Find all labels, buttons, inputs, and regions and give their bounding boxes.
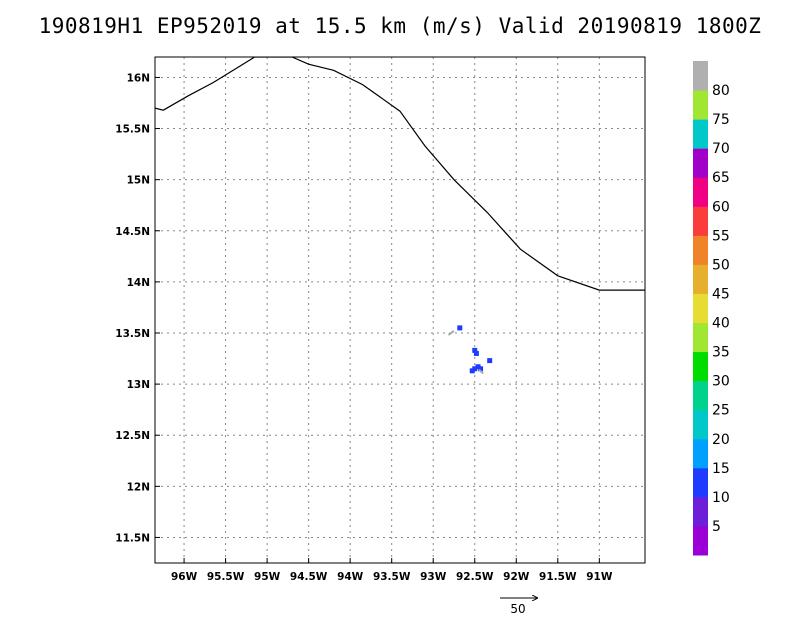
longitude-axis: 96W 95.5W 95W 94.5W 94W 93.5W 93W 92.5W 92W 91.5W… [171,558,613,583]
x-tick-label: 96W [171,571,198,583]
colorbar-label: 20 [712,432,730,448]
colorbar-swatch [693,293,708,324]
wind-speed-pixels [457,325,493,374]
map-title: 190819H1 EP952019 at 15.5 km (m/s) Valid… [38,14,762,38]
colorbar-label: 60 [712,199,730,215]
x-tick-label: 93.5W [373,571,411,583]
colorbar-swatch [693,148,708,178]
colorbar-swatch [693,467,708,498]
x-tick-label: 93W [420,571,447,583]
colorbar-label: 45 [712,286,730,302]
x-tick-label: 94W [337,571,364,583]
y-tick-label: 12N [127,481,150,493]
colorbar-label: 35 [712,345,730,361]
colorbar-swatch [693,409,708,440]
wind-vector [478,369,484,375]
grid-lines [155,57,645,563]
colorbar-label: 75 [712,112,730,128]
y-tick-label: 13.5N [115,328,150,340]
colorbar-swatch [693,438,708,469]
y-tick-label: 11.5N [115,532,150,544]
colorbar-swatch [693,322,708,353]
colorbar-swatch [693,525,708,556]
colorbar-swatch [693,351,708,382]
colorbar-swatch [693,496,708,527]
colorbar-swatch [693,235,708,265]
colorbar-swatch [693,61,708,91]
wind-speed-pixel [478,366,484,372]
plot-frame [154,56,646,564]
colorbar-swatch [693,177,708,207]
colorbar-swatch [693,380,708,411]
y-tick-label: 13N [127,379,150,391]
y-tick-label: 14.5N [115,226,150,238]
x-tick-label: 94.5W [290,571,328,583]
x-tick-label: 95.5W [207,571,245,583]
wind-speed-pixel [473,350,479,356]
colorbar-swatch [693,206,708,236]
colorbar-label: 15 [712,461,730,477]
y-tick-label: 15N [127,175,150,187]
wind-speed-pixel [469,368,475,374]
colorbar-label: 50 [712,257,730,273]
colorbar-swatch [693,264,708,294]
coastline [155,57,645,291]
colorbar-label: 80 [712,83,730,99]
reference-vector-label: 50 [510,602,525,616]
colorbar-label: 5 [712,519,721,535]
reference-vector: 50 [500,598,537,616]
x-tick-label: 92W [503,571,530,583]
color-legend: 5 10 15 20 25 30 35 40 45 50 55 60 65 70 75 80 [693,61,730,556]
wind-speed-pixel [487,358,493,364]
x-tick-label: 91.5W [539,571,577,583]
y-tick-label: 14N [127,277,150,289]
colorbar-label: 55 [712,228,730,244]
latitude-axis: 11.5N 12N 12.5N 13N 13.5N 14N 14.5N 15N 15.5N 16N [115,72,160,544]
colorbar-label: 30 [712,374,730,390]
colorbar-label: 65 [712,170,730,186]
colorbar-label: 70 [712,141,730,157]
colorbar-label: 25 [712,403,730,419]
y-tick-label: 12.5N [115,430,150,442]
wind-vector [447,330,455,336]
wind-vectors [447,330,484,375]
colorbar-label: 10 [712,490,730,506]
colorbar-swatch [693,90,708,120]
y-tick-label: 15.5N [115,124,150,136]
x-tick-label: 91W [586,571,613,583]
coastline-path [155,57,645,291]
x-tick-label: 95W [254,571,281,583]
y-tick-label: 16N [127,72,150,84]
colorbar-swatch [693,119,708,149]
wind-speed-pixel [472,347,478,353]
colorbar-label: 40 [712,316,730,332]
x-tick-label: 92.5W [456,571,494,583]
wind-speed-pixel [457,325,463,331]
